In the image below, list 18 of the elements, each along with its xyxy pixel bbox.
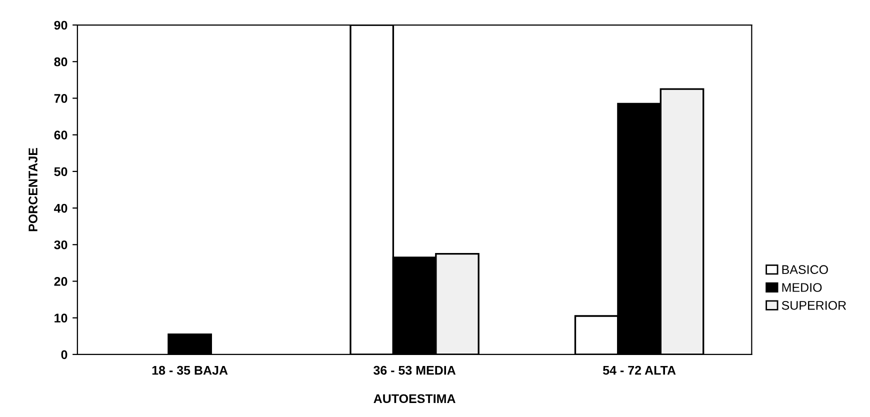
y-tick-label: 0 [61, 350, 68, 360]
y-tick-label: 20 [54, 277, 68, 286]
legend-label: MEDIO [782, 283, 822, 292]
legend-label: SUPERIOR [782, 300, 846, 310]
legend-label: BASICO [782, 265, 828, 274]
y-tick-label: 60 [54, 130, 68, 140]
x-tick-label: 18 - 35 BAJA [152, 366, 228, 375]
y-tick-label: 10 [54, 314, 68, 322]
x-tick-label: 54 - 72 ALTA [602, 366, 676, 375]
y-tick-label: 80 [54, 57, 68, 66]
x-tick-label: 36 - 53 MEDIA [374, 366, 456, 375]
y-tick-label: 30 [54, 240, 68, 250]
y-tick-label: 90 [54, 20, 68, 30]
x-axis-title: AUTOESTIMA [374, 394, 456, 404]
y-tick-label: 70 [54, 94, 68, 103]
y-tick-label: 50 [54, 167, 68, 176]
y-tick-label: 40 [54, 204, 68, 213]
y-axis-title: PORCENTAJE [28, 148, 38, 232]
